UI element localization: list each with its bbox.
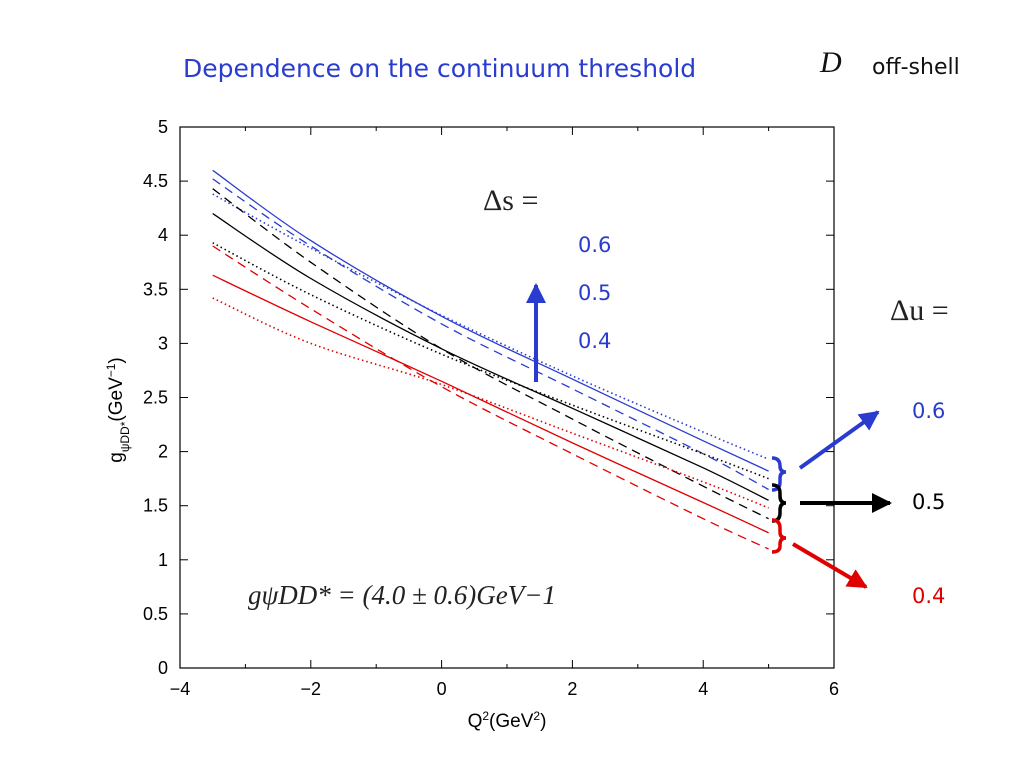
series-line-1: [212, 178, 769, 491]
series-line-3: [212, 213, 769, 501]
brace-blue: [771, 456, 787, 492]
delta-u-label: Δu =: [890, 294, 949, 327]
y-tick-label: 5: [158, 117, 168, 137]
x-tick-label: −4: [170, 679, 191, 699]
brace-black: [771, 483, 787, 523]
series-line-0: [212, 169, 769, 472]
series-line-5: [212, 242, 769, 480]
x-tick-label: 0: [437, 679, 447, 699]
y-tick-label: 2: [158, 442, 168, 462]
delta-s-value-2: 0.4: [578, 329, 611, 353]
delta-u-value-2: 0.4: [912, 584, 945, 608]
y-tick-label: 3: [158, 333, 168, 353]
y-tick-label: 1: [158, 550, 168, 570]
y-tick-label: 0.5: [143, 604, 168, 624]
series-line-2: [212, 193, 769, 460]
plot-frame: [179, 126, 835, 669]
slide-title: Dependence on the continuum threshold: [183, 54, 697, 83]
x-tick-label: 6: [829, 679, 839, 699]
series-line-8: [212, 297, 769, 509]
y-tick-label: 3.5: [143, 279, 168, 299]
series-line-4: [212, 188, 769, 520]
delta-s-value-1: 0.5: [578, 281, 611, 305]
y-tick-label: 0: [158, 658, 168, 678]
y-tick-label: 2.5: [143, 388, 168, 408]
x-tick-label: 4: [698, 679, 708, 699]
y-axis-label: gψDD*(GeV−1): [104, 357, 132, 463]
corner-text: off-shell: [872, 55, 960, 80]
corner-symbol: D: [820, 46, 842, 79]
series-line-6: [212, 274, 769, 534]
arrow-red: [791, 542, 868, 589]
brace-red: [771, 518, 787, 554]
arrow-blue: [798, 410, 880, 470]
y-tick-label: 1.5: [143, 496, 168, 516]
formula: gψDD* = (4.0 ± 0.6)GeV−1: [248, 580, 556, 610]
x-axis-label: Q2(GeV2): [468, 709, 547, 732]
delta-u-value-0: 0.6: [912, 399, 945, 423]
delta-s-value-0: 0.6: [578, 233, 611, 257]
x-tick-label: 2: [567, 679, 577, 699]
x-tick-label: −2: [301, 679, 322, 699]
y-tick-label: 4.5: [143, 171, 168, 191]
delta-s-label: Δs =: [483, 184, 538, 217]
y-tick-label: 4: [158, 225, 168, 245]
series-line-7: [212, 245, 769, 550]
delta-u-value-1: 0.5: [912, 490, 945, 514]
